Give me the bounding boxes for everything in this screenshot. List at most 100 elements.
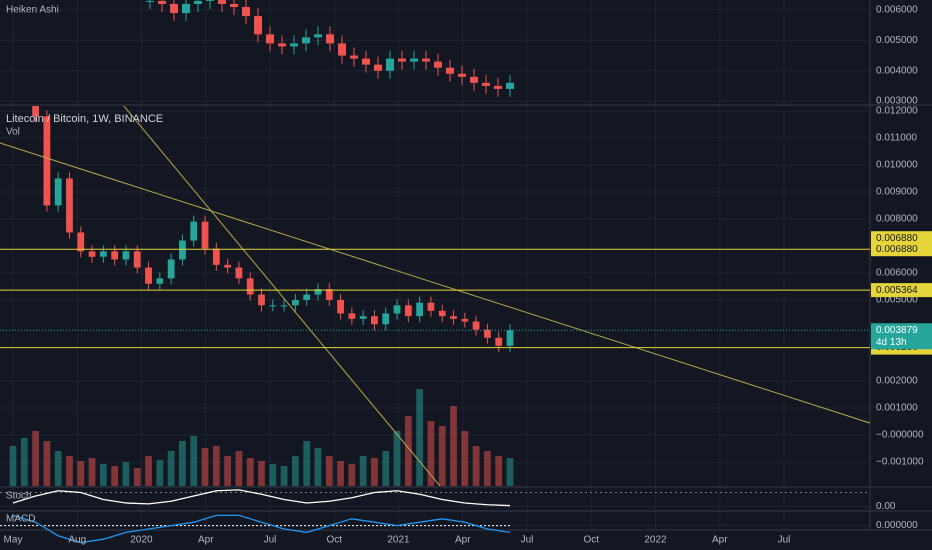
heiken-candle: [470, 76, 478, 83]
heiken-candle: [350, 55, 358, 59]
candle: [438, 310, 446, 317]
heiken-candle: [302, 37, 310, 44]
volume-bar: [382, 451, 390, 486]
volume-bar: [167, 451, 175, 486]
volume-bar: [438, 426, 446, 486]
y-tick-label: 0.006000: [876, 5, 918, 16]
candle: [156, 278, 164, 284]
volume-bar: [190, 436, 198, 486]
heiken-candle: [398, 58, 406, 62]
y-tick-label: −0.000000: [876, 430, 924, 441]
heiken-candle: [230, 3, 238, 7]
candle: [32, 106, 39, 117]
volume-bar: [348, 464, 356, 486]
y-tick-label: 0.003000: [876, 96, 918, 107]
volume-bar: [371, 458, 378, 486]
candle: [337, 299, 344, 314]
candle: [280, 305, 288, 307]
volume-bar: [258, 461, 265, 486]
candle: [258, 294, 265, 306]
volume-bar: [212, 446, 220, 486]
y-tick-label: 0.011000: [876, 133, 917, 144]
x-tick-label: Jul: [521, 535, 534, 546]
countdown-label: 4d 13h: [876, 337, 907, 348]
volume-bar: [291, 456, 299, 486]
candle: [133, 251, 141, 268]
volume-bar: [495, 456, 503, 486]
heiken-candle: [170, 3, 178, 14]
stoch-line: [12, 489, 511, 507]
candle: [427, 302, 435, 311]
y-tick-label: 0.006000: [876, 268, 918, 279]
volume-bar: [122, 462, 130, 486]
candle: [111, 251, 119, 260]
candle: [348, 313, 356, 319]
price-axis: 0.012000 0.011000 0.010000 0.009000 0.008000…: [876, 5, 924, 532]
heiken-candle: [410, 58, 418, 62]
heiken-candle: [458, 73, 466, 77]
level-label-box: [871, 231, 932, 246]
candle: [314, 289, 322, 295]
y-tick-label: −0.001000: [876, 457, 924, 468]
macd-label: MACD: [6, 514, 35, 525]
y-tick-label: 0.008000: [876, 214, 918, 225]
heiken-candle: [386, 58, 394, 71]
x-tick-label: Oct: [583, 535, 599, 546]
y-tick-label: 0.004000: [876, 65, 918, 76]
trendline: [0, 142, 870, 424]
last-price-box: [871, 323, 932, 350]
volume-bar: [54, 451, 62, 486]
y-tick-label: 0.012000: [876, 106, 918, 117]
volume-bar: [314, 448, 322, 486]
chart-title: Litecoin / Bitcoin, 1W, BINANCE: [6, 113, 163, 125]
heiken-candle: [446, 67, 454, 74]
y-tick-label: 0.005000: [876, 295, 918, 306]
volume-bar: [269, 464, 277, 486]
heiken-candle: [266, 34, 274, 44]
candle: [371, 316, 378, 325]
volume-layer: [9, 389, 514, 486]
candle: [495, 337, 503, 346]
heiken-candle: [482, 82, 490, 86]
level-label-box: [871, 242, 932, 257]
heiken-candle: [146, 0, 154, 2]
volume-bar: [77, 461, 85, 486]
candle: [325, 289, 333, 300]
candle: [484, 329, 491, 338]
heiken-candle: [290, 43, 298, 47]
y-tick-label: 0.002000: [876, 376, 918, 387]
upper-panel-title: Heiken Ashi: [6, 5, 59, 16]
candles-layer: [32, 106, 514, 352]
heiken-candle: [278, 43, 286, 47]
heiken-candle: [362, 58, 370, 65]
volume-bar: [393, 431, 401, 486]
heiken-candle: [206, 0, 214, 1]
heiken-candle: [242, 6, 250, 17]
candle: [99, 251, 107, 257]
volume-bar: [303, 441, 311, 486]
candle: [66, 178, 73, 233]
indicators: [0, 489, 870, 544]
volume-bar: [179, 441, 186, 486]
heiken-candle: [506, 82, 514, 89]
volume-bar: [472, 446, 480, 486]
candle: [303, 294, 311, 300]
candle: [122, 251, 130, 260]
candle: [77, 232, 85, 252]
x-tick-label: May: [4, 535, 23, 546]
volume-bar: [484, 451, 491, 486]
heiken-candle: [194, 0, 202, 4]
candle: [416, 302, 424, 317]
volume-bar: [201, 448, 209, 486]
volume-bar: [404, 416, 412, 486]
x-tick-label: Jul: [264, 535, 277, 546]
volume-bar: [337, 461, 344, 486]
trendlines: [0, 106, 870, 486]
y-tick-label: 0.005000: [876, 35, 918, 46]
y-tick-label: 0.001000: [876, 403, 918, 414]
macd-line: [12, 514, 511, 544]
level-label: 0.005364: [876, 285, 918, 296]
candle: [88, 251, 96, 257]
candle: [461, 318, 469, 322]
